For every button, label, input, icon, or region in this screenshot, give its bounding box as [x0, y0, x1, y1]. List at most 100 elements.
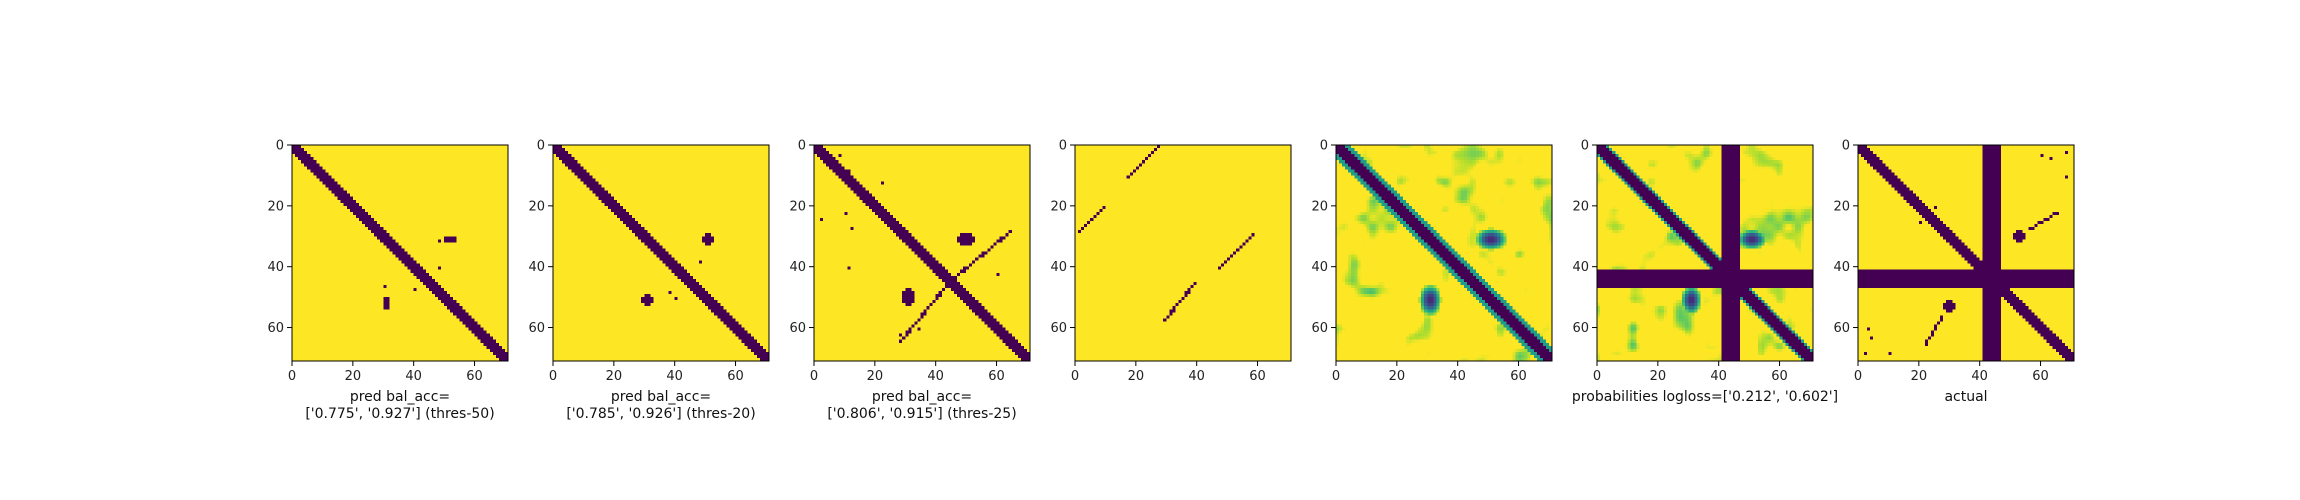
heatmap-cell: [371, 145, 375, 149]
heatmap-cell: [380, 272, 384, 277]
heatmap-cell: [368, 160, 372, 164]
heatmap-cell: [337, 187, 342, 191]
heatmap-cell: [365, 218, 369, 222]
heatmap-cell: [304, 254, 308, 258]
heatmap-cell: [361, 199, 366, 204]
heatmap-cell: [346, 275, 351, 280]
heatmap-cell: [371, 248, 375, 252]
heatmap-cell: [465, 169, 469, 173]
heatmap-cell: [428, 242, 433, 246]
heatmap-cell: [334, 184, 338, 188]
heatmap-cell: [325, 278, 329, 283]
heatmap-cell: [368, 151, 372, 155]
heatmap-cell: [352, 221, 357, 225]
heatmap-cell: [295, 351, 299, 356]
heatmap-cell: [477, 309, 481, 313]
heatmap-cell: [334, 196, 338, 201]
heatmap-cell: [389, 312, 393, 316]
heatmap-cell: [498, 187, 503, 191]
heatmap-cell: [498, 157, 503, 161]
heatmap-cell: [447, 266, 451, 271]
heatmap-cell: [492, 178, 497, 182]
heatmap-cell: [474, 166, 478, 170]
heatmap-cell: [438, 163, 442, 167]
heatmap-cell: [447, 239, 451, 243]
heatmap-cell: [407, 178, 411, 182]
heatmap-cell: [404, 312, 408, 316]
heatmap-cell: [295, 233, 299, 237]
heatmap-cell: [368, 330, 372, 334]
heatmap-cell: [471, 236, 475, 240]
heatmap-cell: [340, 278, 345, 283]
heatmap-cell: [355, 172, 360, 176]
heatmap-cell: [383, 318, 387, 322]
heatmap-cell: [377, 257, 381, 261]
heatmap-cell: [395, 157, 399, 161]
heatmap-cell: [474, 354, 478, 359]
heatmap-cell: [504, 294, 509, 298]
heatmap-cell: [355, 257, 360, 261]
heatmap-cell: [307, 199, 311, 204]
heatmap-cell: [398, 154, 402, 158]
heatmap-cell: [358, 172, 363, 176]
heatmap-cell: [483, 266, 488, 271]
heatmap-cell: [416, 230, 421, 234]
heatmap-cell: [383, 148, 387, 152]
heatmap-cell: [319, 202, 323, 207]
heatmap-cell: [486, 281, 491, 286]
heatmap-cell: [447, 348, 451, 353]
heatmap-cell: [292, 251, 296, 255]
heatmap-cell: [304, 354, 308, 359]
heatmap-cell: [313, 239, 317, 243]
heatmap-cell: [301, 193, 305, 198]
heatmap-cell: [325, 287, 329, 292]
heatmap-cell: [422, 187, 427, 191]
heatmap-cell: [337, 354, 342, 359]
heatmap-cell: [292, 275, 296, 280]
heatmap-cell: [392, 330, 396, 334]
heatmap-cell: [377, 230, 381, 234]
heatmap-cell: [459, 196, 463, 201]
heatmap-cell: [416, 324, 421, 328]
heatmap-cell: [498, 281, 503, 286]
heatmap-cell: [401, 227, 405, 231]
heatmap-cell: [310, 260, 314, 264]
heatmap-cell: [486, 333, 491, 338]
heatmap-cell: [371, 327, 375, 331]
heatmap-cell: [307, 157, 311, 161]
heatmap-cell: [395, 199, 399, 204]
heatmap-cell: [349, 214, 354, 219]
heatmap-cell: [331, 357, 335, 362]
heatmap-cell: [349, 287, 354, 292]
heatmap-cell: [471, 218, 475, 222]
heatmap-cell: [371, 187, 375, 191]
heatmap-cell: [407, 205, 411, 210]
heatmap-cell: [355, 300, 360, 304]
heatmap-cell: [504, 157, 509, 161]
heatmap-cell: [368, 199, 372, 204]
heatmap-cell: [480, 263, 485, 268]
heatmap-cell: [395, 163, 399, 167]
heatmap-cell: [328, 202, 332, 207]
heatmap-cell: [389, 291, 393, 295]
heatmap-cell: [431, 294, 436, 298]
heatmap-cell: [428, 354, 433, 359]
heatmap-cell: [307, 175, 311, 179]
heatmap-cell: [349, 300, 354, 304]
heatmap-cell: [438, 208, 442, 213]
heatmap-cell: [358, 193, 363, 198]
heatmap-cell: [337, 218, 342, 222]
heatmap-cell: [361, 345, 366, 350]
heatmap-cell: [386, 312, 390, 316]
heatmap-cell: [489, 272, 494, 277]
heatmap-cell: [304, 312, 308, 316]
heatmap-cell: [386, 245, 390, 249]
heatmap-cell: [489, 245, 494, 249]
heatmap-cell: [307, 169, 311, 173]
heatmap-cell: [477, 208, 481, 213]
heatmap-cell: [456, 321, 460, 325]
heatmap-cell: [450, 224, 454, 228]
heatmap-cell: [322, 190, 326, 195]
heatmap-cell: [456, 184, 460, 188]
heatmap-cell: [438, 175, 442, 179]
